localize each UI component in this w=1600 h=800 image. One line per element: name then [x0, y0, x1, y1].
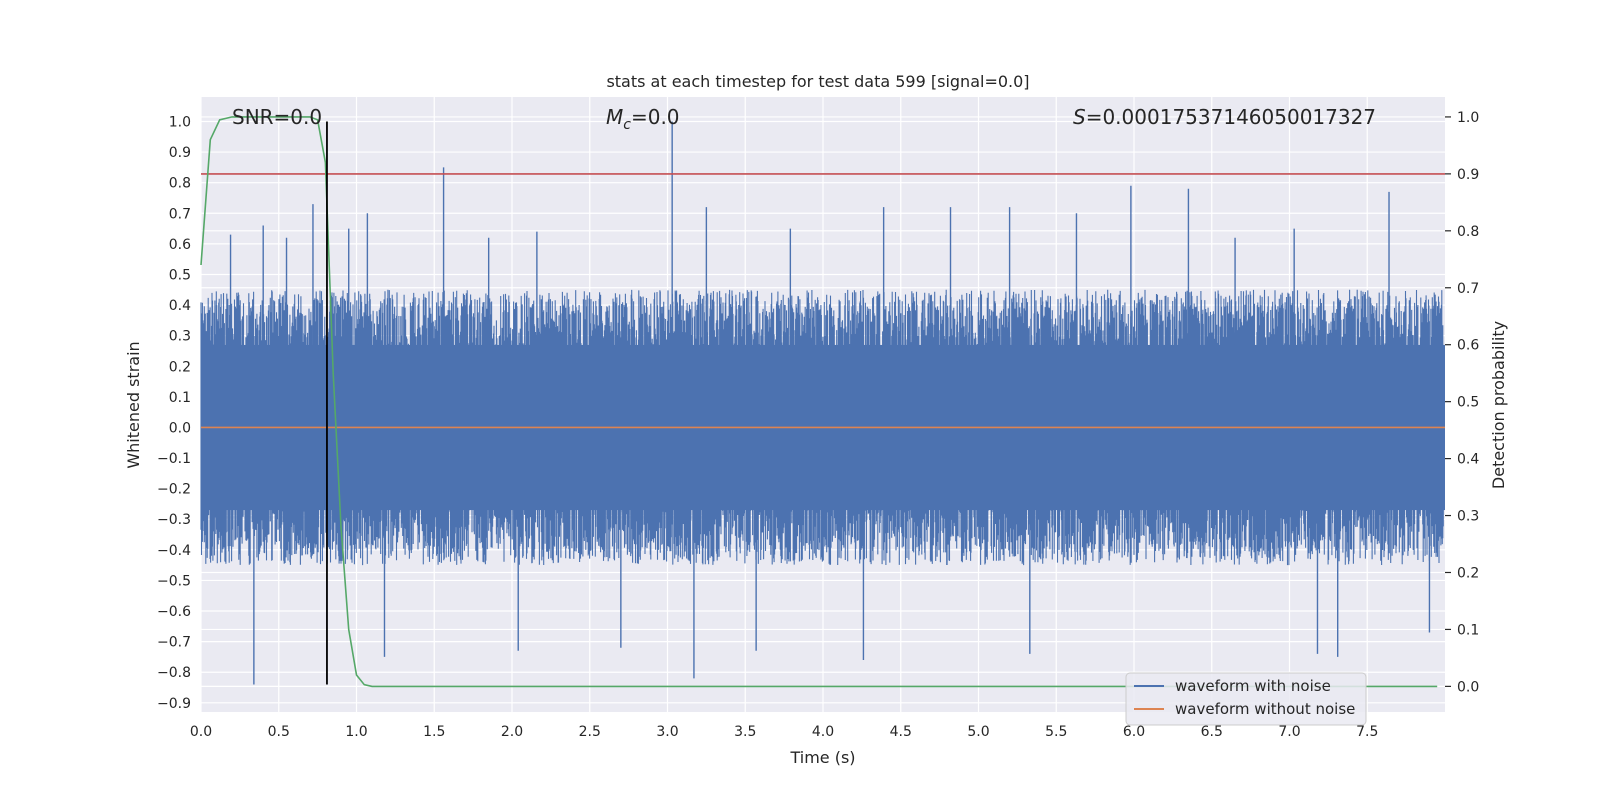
- x-tick-label: 4.5: [890, 724, 912, 740]
- y2-tick-label: 0.0: [1457, 679, 1479, 695]
- chart-title: stats at each timestep for test data 599…: [606, 72, 1029, 91]
- y-tick-label: −0.8: [157, 665, 191, 681]
- y-tick-label: 0.4: [169, 298, 191, 314]
- y2-tick-label: 0.5: [1457, 395, 1479, 411]
- y2-tick-label: 0.8: [1457, 224, 1479, 240]
- x-tick-label: 3.0: [656, 724, 678, 740]
- legend-box: [1125, 672, 1367, 726]
- x-tick-label: 7.5: [1356, 724, 1378, 740]
- x-tick-label: 0.5: [268, 724, 290, 740]
- mc-subscript: c: [623, 117, 631, 133]
- y2-axis-ticks: 1.0 0.9 0.8 0.7 0.6 0.5 0.4 0.3 0.2 0.1 0.0: [1445, 110, 1479, 695]
- x-tick-label: 5.0: [967, 724, 989, 740]
- y-tick-label: 0.3: [169, 329, 191, 345]
- y-tick-label: 0.7: [169, 206, 191, 222]
- mc-annotation: Mc=0.0: [606, 105, 680, 133]
- y-tick-label: −0.5: [157, 573, 191, 589]
- x-tick-label: 0.0: [190, 724, 212, 740]
- x-tick-label: 3.5: [734, 724, 756, 740]
- legend: waveform with noise waveform without noi…: [1125, 672, 1367, 726]
- y-tick-label: 0.2: [169, 359, 191, 375]
- mc-value: =0.0: [631, 105, 680, 129]
- x-tick-label: 2.0: [501, 724, 523, 740]
- y-tick-label: 0.6: [169, 237, 191, 253]
- y2-tick-label: 0.1: [1457, 622, 1479, 638]
- y-tick-label: −0.7: [157, 635, 191, 651]
- x-tick-label: 6.5: [1201, 724, 1223, 740]
- y2-tick-label: 0.6: [1457, 338, 1479, 354]
- y2-axis-label: Detection probability: [1489, 321, 1508, 489]
- y-tick-label: −0.3: [157, 512, 191, 528]
- legend-label-waveform-with-noise: waveform with noise: [1175, 677, 1331, 695]
- y-tick-label: −0.1: [157, 451, 191, 467]
- x-tick-label: 1.5: [423, 724, 445, 740]
- y2-tick-label: 0.3: [1457, 509, 1479, 525]
- mc-symbol: M: [606, 105, 623, 129]
- y-tick-label: 0.1: [169, 390, 191, 406]
- s-annotation: S=0.00017537146050017327: [1073, 105, 1376, 129]
- x-tick-label: 2.5: [579, 724, 601, 740]
- x-tick-label: 5.5: [1045, 724, 1067, 740]
- x-axis-ticks: 0.0 0.5 1.0 1.5 2.0 2.5 3.0 3.5 4.0 4.5 5.0 5.5 6.0 6…: [190, 724, 1379, 740]
- y-tick-label: −0.6: [157, 604, 191, 620]
- y-axis-label: Whitened strain: [124, 341, 143, 468]
- y-tick-label: −0.9: [157, 696, 191, 712]
- y-tick-label: 0.9: [169, 145, 191, 161]
- y2-tick-label: 1.0: [1457, 110, 1479, 126]
- s-value: =0.00017537146050017327: [1086, 105, 1376, 129]
- legend-label-waveform-without-noise: waveform without noise: [1175, 700, 1355, 718]
- y2-tick-label: 0.4: [1457, 452, 1479, 468]
- y2-tick-label: 0.2: [1457, 565, 1479, 581]
- s-symbol: S: [1073, 105, 1086, 129]
- y-tick-label: −0.4: [157, 543, 191, 559]
- y2-tick-label: 0.7: [1457, 281, 1479, 297]
- y-tick-label: 0.5: [169, 267, 191, 283]
- probability-line: [200, 116, 1438, 688]
- x-tick-label: 6.0: [1123, 724, 1145, 740]
- y-tick-label: −0.2: [157, 482, 191, 498]
- y-tick-label: 1.0: [169, 114, 191, 130]
- y-tick-label: 0.8: [169, 176, 191, 192]
- x-tick-label: 7.0: [1278, 724, 1300, 740]
- x-tick-label: 4.0: [812, 724, 834, 740]
- x-axis-label: Time (s): [789, 748, 855, 767]
- snr-annotation: SNR=0.0: [232, 105, 322, 129]
- x-tick-label: 1.0: [345, 724, 367, 740]
- y-axis-ticks: 1.0 0.9 0.8 0.7 0.6 0.5 0.4 0.3 0.2 0.1 0.0 −0.1 −0.…: [157, 114, 191, 711]
- y-tick-label: 0.0: [169, 420, 191, 436]
- series-detection-probability: [200, 116, 1438, 688]
- y2-tick-label: 0.9: [1457, 167, 1479, 183]
